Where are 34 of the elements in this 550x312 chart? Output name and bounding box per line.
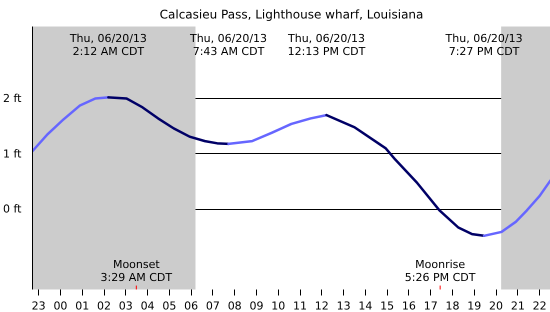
y-tick-label: 2 ft (3, 92, 22, 105)
ref-line-label: Moonrise 5:26 PM CDT (404, 258, 476, 284)
ref-line-label: Moonset 3:29 AM CDT (100, 258, 172, 284)
annotation: Thu, 06/20/13 2:12 AM CDT (68, 32, 147, 58)
x-tick-label: 23 (32, 300, 46, 312)
x-tick-label: 05 (162, 300, 176, 312)
x-tick-label: 07 (206, 300, 220, 312)
x-tick-label: 18 (445, 300, 460, 312)
x-tick-label: 03 (118, 300, 133, 312)
x-tick-label: 01 (75, 300, 90, 312)
annotation: Thu, 06/20/13 7:27 PM CDT (444, 32, 523, 58)
x-tick-label: 17 (424, 300, 438, 312)
x-tick-label: 04 (140, 300, 155, 312)
y-tick-label: 0 ft (3, 202, 22, 216)
annotation: Thu, 06/20/13 12:13 PM CDT (287, 32, 366, 58)
x-tick-label: 15 (380, 300, 394, 312)
x-tick-label: 08 (228, 300, 242, 312)
x-tick-label: 12 (314, 300, 329, 312)
x-tick-label: 09 (249, 300, 264, 312)
x-tick-label: 21 (510, 300, 525, 312)
x-tick-label: 14 (358, 300, 372, 312)
annotation: Thu, 06/20/13 7:43 AM CDT (188, 32, 268, 58)
y-tick-label: 1 ft (3, 147, 22, 160)
x-tick-label: 20 (489, 300, 504, 312)
x-tick-label: 22 (532, 300, 547, 312)
x-tick-label: 11 (293, 300, 308, 312)
x-tick-label: 02 (97, 300, 112, 312)
x-tick-label: 19 (467, 300, 482, 312)
x-tick-label: 00 (53, 300, 68, 312)
x-tick-label: 10 (271, 300, 286, 312)
x-tick-label: 06 (184, 300, 198, 312)
x-tick-label: 13 (336, 300, 351, 312)
x-tick-label: 16 (402, 300, 416, 312)
chart-title: Calcasieu Pass, Lighthouse wharf, Louisiana (160, 8, 424, 22)
